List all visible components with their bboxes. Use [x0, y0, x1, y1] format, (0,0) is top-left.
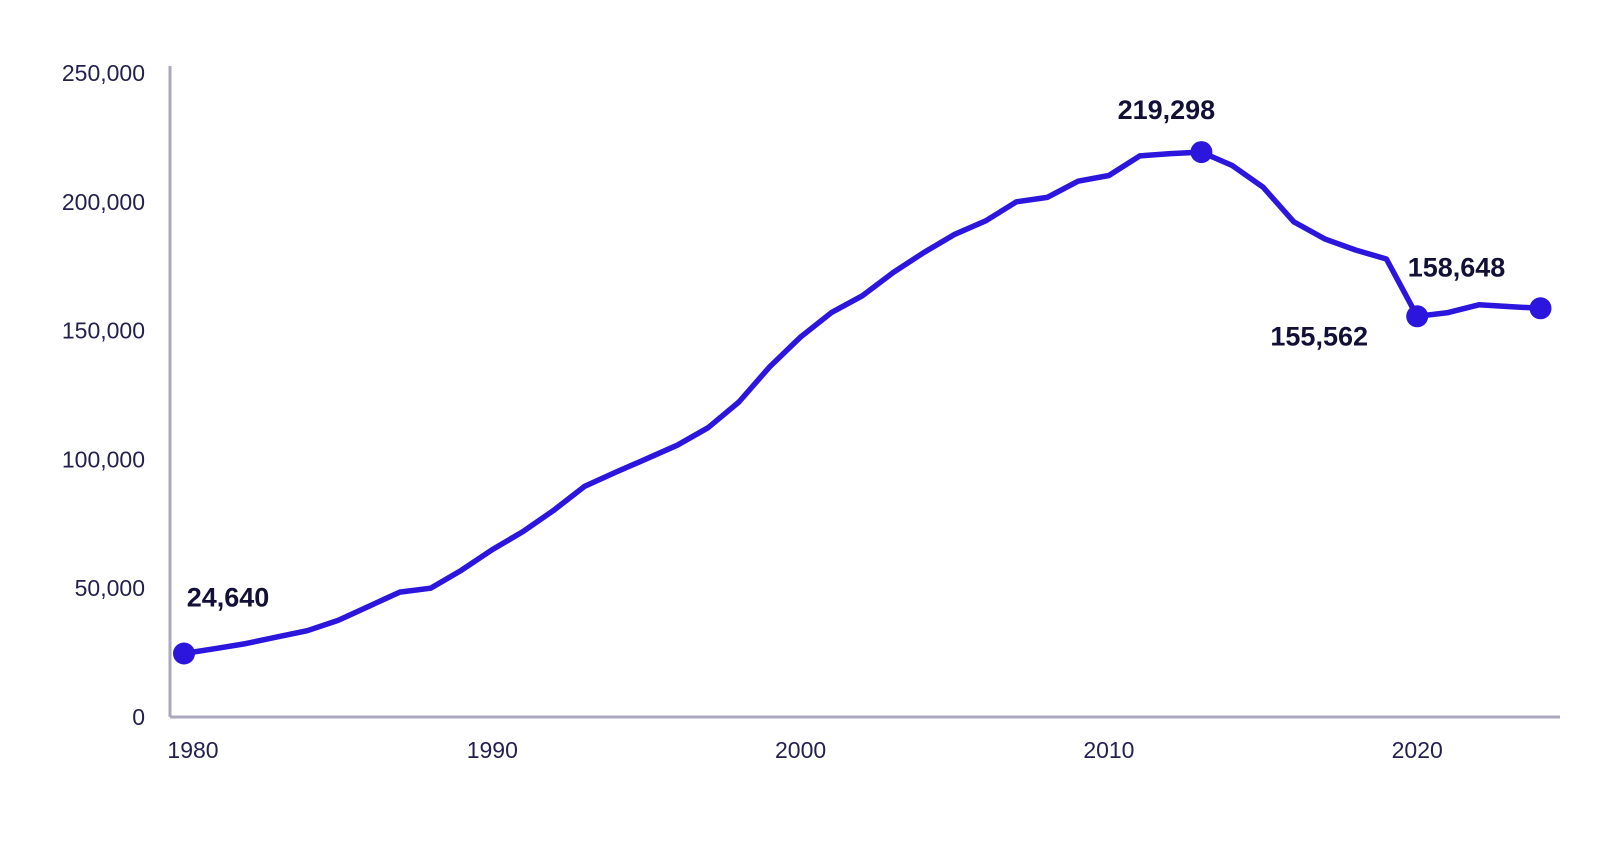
data-point-value-labels: 24,640 219,298 155,562 158,648	[187, 95, 1506, 612]
y-tick-label: 250,000	[62, 60, 145, 86]
data-point-value-label: 158,648	[1408, 252, 1506, 282]
data-point-dot	[1190, 141, 1213, 164]
data-point-dot	[173, 642, 195, 665]
data-point-value-label: 155,562	[1270, 321, 1368, 351]
y-tick-label: 200,000	[62, 189, 145, 215]
y-tick-label: 100,000	[62, 446, 145, 472]
population-trend-line	[181, 149, 1544, 657]
x-tick-label: 1980	[167, 737, 218, 763]
y-tick-label: 150,000	[62, 318, 145, 344]
y-tick-label: 0	[132, 704, 145, 730]
x-axis-tick-labels: 1980 1990 2000 2010 2020	[167, 737, 1442, 763]
data-point-value-label: 219,298	[1118, 95, 1216, 125]
x-tick-label: 2020	[1392, 737, 1443, 763]
y-axis-tick-labels: 0 50,000 100,000 150,000 200,000 250,000	[62, 60, 145, 730]
x-tick-label: 2000	[775, 737, 826, 763]
data-point-dot	[1529, 297, 1552, 320]
x-tick-label: 1990	[467, 737, 518, 763]
data-point-markers	[173, 141, 1552, 665]
x-tick-label: 2010	[1083, 737, 1134, 763]
data-point-value-label: 24,640	[187, 583, 270, 613]
data-point-dot	[1406, 305, 1429, 328]
y-tick-label: 50,000	[75, 575, 145, 601]
